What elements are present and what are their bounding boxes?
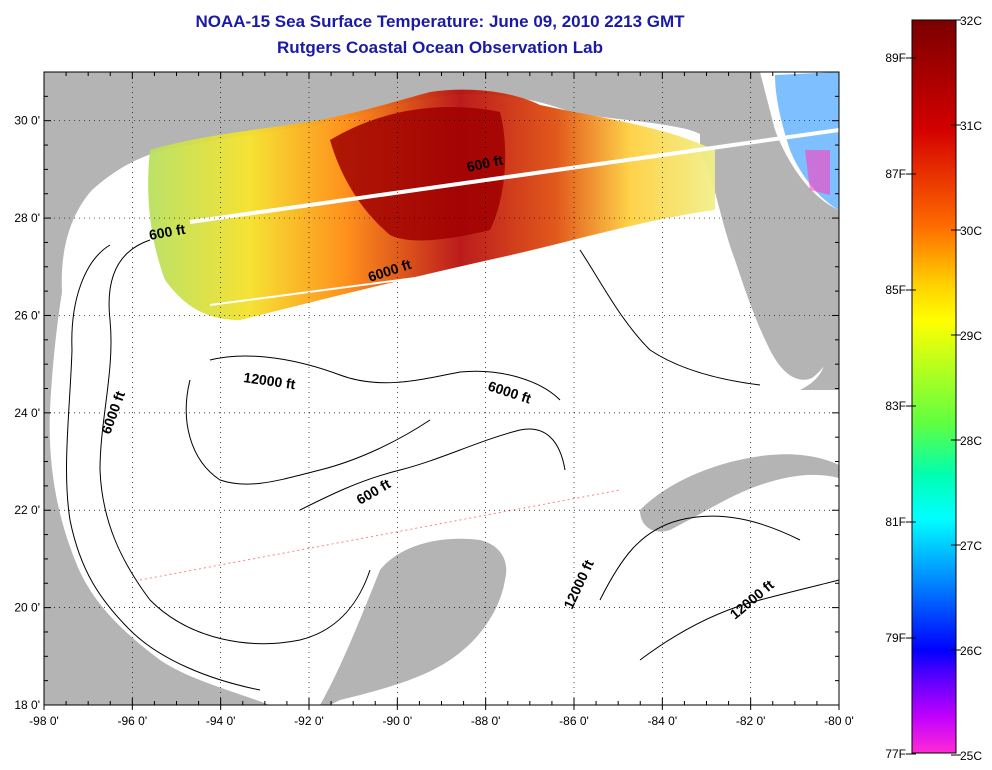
lat-tick-label: 20 0' (14, 601, 40, 615)
frame-ticks (43, 71, 840, 710)
colorbar-celsius-label: 32C (960, 14, 982, 28)
lat-tick-label: 26 0' (14, 308, 40, 322)
lat-tick-label: 28 0' (14, 211, 40, 225)
contour-label: 600 ft (148, 221, 187, 243)
yucatan (320, 538, 507, 705)
lon-tick-label: -84 0' (648, 714, 678, 728)
contour-label: 600 ft (465, 152, 504, 175)
colorbar-celsius-label: 30C (960, 224, 982, 238)
colorbar-celsius-label: 27C (960, 539, 982, 553)
colorbar-scale (911, 19, 957, 754)
map-subtitle: Rutgers Coastal Ocean Observation Lab (277, 38, 603, 57)
colorbar-fahrenheit-label: 87F (885, 167, 906, 181)
florida (700, 120, 839, 380)
bathymetry-contours (66, 239, 839, 691)
colorbar-celsius-label: 28C (960, 434, 982, 448)
lat-tick-label: 22 0' (14, 503, 40, 517)
lon-tick-label: -94 0' (206, 714, 236, 728)
map-area (44, 72, 839, 705)
colorbar-celsius-label: 26C (960, 644, 982, 658)
lat-tick-label: 30 0' (14, 114, 40, 128)
lon-tick-label: -90 0' (383, 714, 413, 728)
lon-tick-label: -80 0' (824, 714, 854, 728)
lon-tick-label: -92 0' (294, 714, 324, 728)
lat-tick-label: 24 0' (14, 406, 40, 420)
cuba (640, 454, 839, 532)
colorbar: 32C 31C 30C 29C 28C 27C 26C 25C 89F 87F … (885, 14, 982, 763)
latitude-labels: 18 0' 20 0' 22 0' 24 0' 26 0' 28 0' 30 0… (14, 114, 40, 712)
lon-tick-label: -82 0' (736, 714, 766, 728)
colorbar-fahrenheit-label: 79F (885, 631, 906, 645)
colorbar-ticks (906, 19, 961, 756)
lon-tick-label: -96 0' (118, 714, 148, 728)
lat-tick-label: 18 0' (14, 698, 40, 712)
lon-tick-label: -88 0' (471, 714, 501, 728)
contour-label: 12000 ft (243, 369, 297, 392)
longitude-labels: -98 0' -96 0' -94 0' -92 0' -90 0' -88 0… (29, 714, 854, 728)
colorbar-fahrenheit-label: 89F (885, 51, 906, 65)
map-title: NOAA-15 Sea Surface Temperature: June 09… (195, 12, 685, 31)
lon-tick-label: -86 0' (559, 714, 589, 728)
colorbar-celsius-label: 31C (960, 119, 982, 133)
colorbar-celsius-label: 25C (960, 749, 982, 763)
colorbar-fahrenheit-label: 83F (885, 399, 906, 413)
colorbar-fahrenheit-label: 77F (885, 747, 906, 761)
colorbar-fahrenheit-label: 81F (885, 515, 906, 529)
lon-tick-label: -98 0' (29, 714, 59, 728)
coordinate-grid (44, 72, 839, 705)
colorbar-fahrenheit-label: 85F (885, 283, 906, 297)
colorbar-celsius-label: 29C (960, 329, 982, 343)
